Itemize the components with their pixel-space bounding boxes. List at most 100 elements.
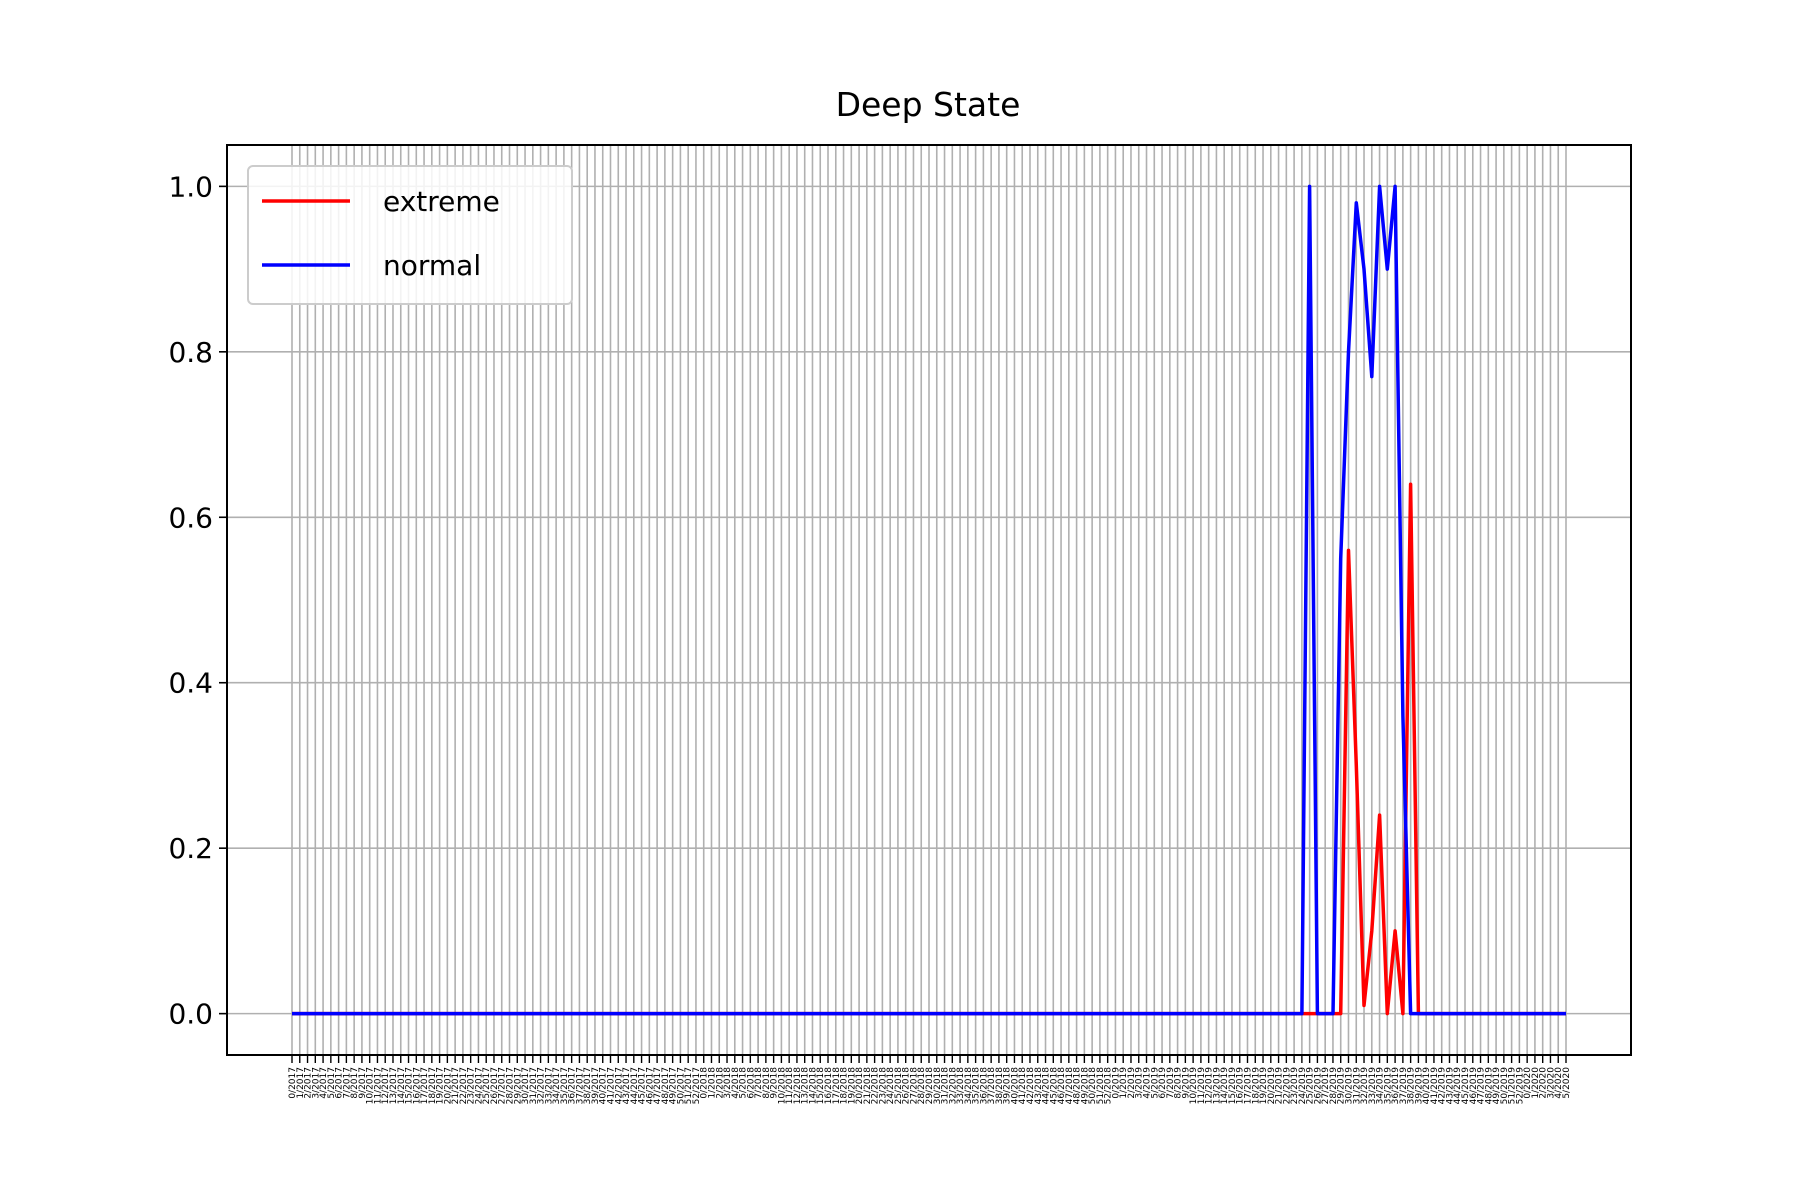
x-tick-label: 33/2017 [544, 1067, 554, 1104]
x-tick-label: 15/2018 [816, 1067, 826, 1105]
x-tick-label: 52/2017 [692, 1067, 702, 1104]
x-tick-label: 4/2019 [1143, 1067, 1153, 1099]
x-tick-label: 15/2019 [1228, 1067, 1238, 1105]
x-tick-label: 9/2018 [770, 1067, 780, 1099]
x-tick-label: 28/2019 [1329, 1067, 1339, 1105]
x-tick-label: 33/2018 [956, 1067, 966, 1105]
x-tick-label: 9/2017 [358, 1067, 368, 1099]
x-tick-label: 52/2018 [1104, 1067, 1114, 1105]
x-tick-label: 7/2018 [754, 1067, 764, 1099]
x-tick-label: 1/2020 [1531, 1067, 1541, 1099]
x-axis: 0/20171/20172/20173/20174/20175/20176/20… [288, 1055, 1572, 1104]
x-tick-label: 12/2019 [1205, 1067, 1215, 1105]
x-tick-label: 23/2017 [467, 1067, 477, 1104]
x-tick-label: 34/2018 [964, 1067, 974, 1105]
x-tick-label: 23/2019 [1290, 1067, 1300, 1105]
x-tick-label: 43/2019 [1445, 1067, 1455, 1105]
x-tick-label: 1/2019 [1119, 1067, 1129, 1099]
x-tick-label: 29/2019 [1337, 1067, 1347, 1105]
y-tick-label: 0.2 [168, 832, 213, 865]
y-axis: 0.0 0.2 0.4 0.6 0.8 1.0 [168, 170, 227, 1031]
x-tick-label: 0/2018 [700, 1067, 710, 1099]
x-tick-label: 36/2018 [979, 1067, 989, 1105]
x-tick-label: 19/2018 [847, 1067, 857, 1105]
x-tick-label: 2/2020 [1539, 1067, 1549, 1099]
x-tick-label: 34/2017 [552, 1067, 562, 1104]
x-tick-label: 18/2018 [840, 1067, 850, 1105]
x-tick-label: 36/2017 [568, 1067, 578, 1104]
x-tick-label: 4/2017 [319, 1067, 329, 1099]
x-tick-label: 32/2017 [537, 1067, 547, 1104]
x-tick-label: 44/2019 [1453, 1067, 1463, 1105]
x-tick-label: 21/2017 [451, 1067, 461, 1104]
x-tick-label: 6/2018 [746, 1067, 756, 1099]
x-tick-label: 39/2018 [1003, 1067, 1013, 1105]
x-tick-label: 26/2018 [902, 1067, 912, 1105]
x-tick-label: 27/2018 [909, 1067, 919, 1105]
x-tick-label: 17/2019 [1244, 1067, 1254, 1105]
x-tick-label: 41/2019 [1430, 1067, 1440, 1105]
x-tick-label: 47/2018 [1065, 1067, 1075, 1105]
chart-title: Deep State [836, 85, 1021, 124]
x-tick-label: 52/2019 [1515, 1067, 1525, 1105]
x-tick-label: 14/2018 [808, 1067, 818, 1105]
x-tick-label: 10/2019 [1189, 1067, 1199, 1105]
x-tick-label: 25/2017 [482, 1067, 492, 1104]
x-tick-label: 49/2017 [669, 1067, 679, 1104]
x-tick-label: 13/2018 [801, 1067, 811, 1105]
x-tick-label: 8/2017 [350, 1067, 360, 1099]
legend-label-normal: normal [383, 249, 481, 282]
y-tick-label: 0.4 [168, 667, 213, 700]
x-tick-label: 19/2019 [1259, 1067, 1269, 1105]
x-tick-label: 46/2017 [645, 1067, 655, 1104]
x-tick-label: 42/2018 [1026, 1067, 1036, 1105]
x-tick-label: 35/2017 [560, 1067, 570, 1104]
x-tick-label: 21/2018 [863, 1067, 873, 1105]
x-tick-label: 22/2019 [1282, 1067, 1292, 1105]
y-tick-label: 0.8 [168, 336, 213, 369]
x-tick-label: 0/2019 [1111, 1067, 1121, 1099]
x-tick-label: 46/2018 [1057, 1067, 1067, 1105]
x-tick-label: 46/2019 [1469, 1067, 1479, 1105]
x-tick-label: 7/2019 [1166, 1067, 1176, 1099]
x-tick-label: 32/2019 [1360, 1067, 1370, 1105]
y-tick-label: 1.0 [168, 170, 213, 203]
x-tick-label: 37/2019 [1399, 1067, 1409, 1105]
x-tick-label: 40/2018 [1010, 1067, 1020, 1105]
x-tick-label: 28/2017 [506, 1067, 516, 1104]
x-tick-label: 29/2017 [513, 1067, 523, 1104]
x-tick-label: 13/2019 [1212, 1067, 1222, 1105]
x-tick-label: 16/2018 [824, 1067, 834, 1105]
x-tick-label: 50/2017 [676, 1067, 686, 1104]
x-tick-label: 2/2017 [304, 1067, 314, 1099]
x-tick-label: 33/2019 [1368, 1067, 1378, 1105]
x-tick-label: 30/2019 [1344, 1067, 1354, 1105]
x-tick-label: 51/2017 [684, 1067, 694, 1104]
x-tick-label: 5/2018 [739, 1067, 749, 1099]
x-tick-label: 51/2019 [1508, 1067, 1518, 1105]
x-tick-label: 8/2019 [1174, 1067, 1184, 1099]
x-tick-label: 1/2017 [296, 1067, 306, 1099]
x-tick-label: 27/2017 [498, 1067, 508, 1104]
x-tick-label: 43/2017 [622, 1067, 632, 1104]
x-tick-label: 31/2018 [941, 1067, 951, 1105]
x-tick-label: 39/2017 [591, 1067, 601, 1104]
x-tick-label: 34/2019 [1376, 1067, 1386, 1105]
x-tick-label: 3/2018 [723, 1067, 733, 1099]
x-tick-label: 22/2017 [459, 1067, 469, 1104]
x-tick-label: 30/2017 [521, 1067, 531, 1104]
x-tick-label: 23/2018 [878, 1067, 888, 1105]
x-tick-label: 48/2017 [661, 1067, 671, 1104]
x-tick-label: 18/2017 [428, 1067, 438, 1104]
x-tick-label: 2/2019 [1127, 1067, 1137, 1099]
x-tick-label: 47/2019 [1477, 1067, 1487, 1105]
legend: extreme normal [247, 165, 573, 305]
x-tick-label: 50/2019 [1500, 1067, 1510, 1105]
x-tick-label: 38/2018 [995, 1067, 1005, 1105]
x-tick-label: 43/2018 [1034, 1067, 1044, 1105]
x-tick-label: 14/2019 [1220, 1067, 1230, 1105]
x-tick-label: 47/2017 [653, 1067, 663, 1104]
x-tick-label: 0/2020 [1523, 1067, 1533, 1099]
